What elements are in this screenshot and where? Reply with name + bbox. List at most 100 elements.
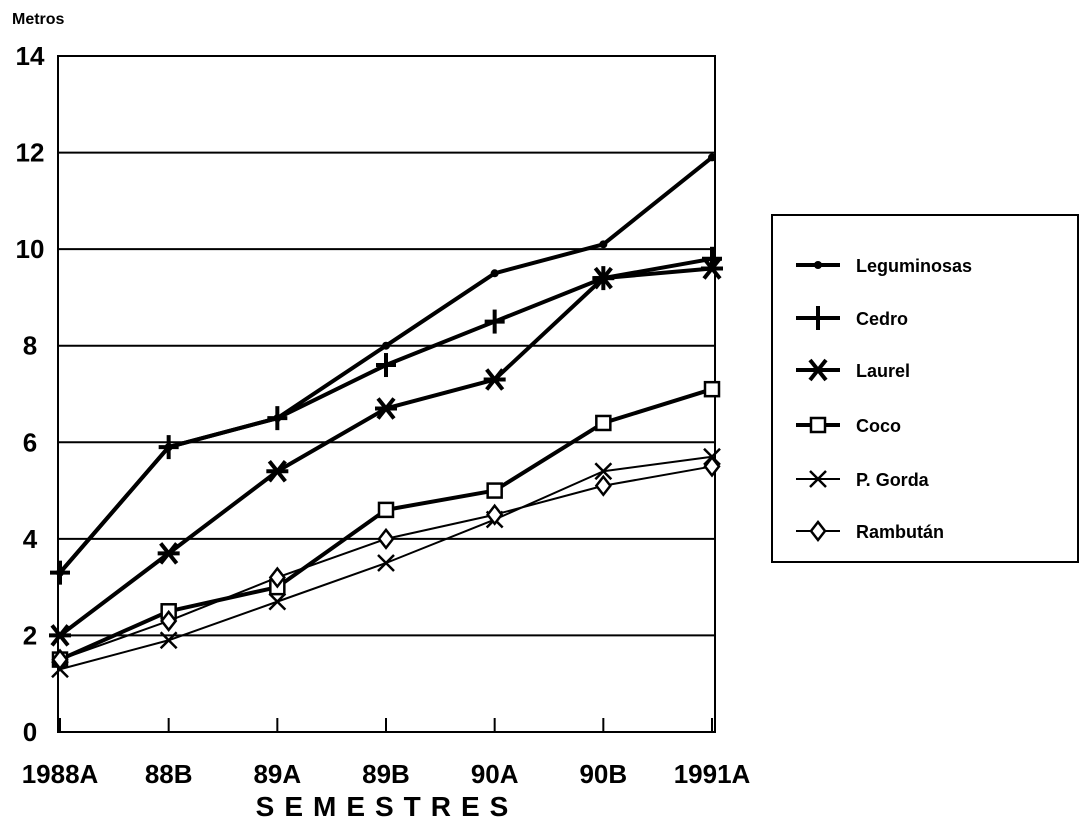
point-marker bbox=[809, 416, 827, 434]
legend-item: Leguminosas bbox=[796, 256, 972, 276]
series-lines bbox=[49, 153, 723, 679]
dot-marker bbox=[599, 240, 608, 249]
dot-marker bbox=[490, 269, 499, 278]
x-tick-label: 1991A bbox=[674, 759, 751, 789]
point-marker bbox=[486, 503, 504, 526]
asterisk-marker-d2 bbox=[376, 397, 396, 420]
x-marker-2 bbox=[268, 592, 287, 611]
point-marker bbox=[594, 462, 613, 481]
diamond-marker bbox=[703, 455, 721, 478]
diamond-marker bbox=[160, 609, 178, 632]
series-laurel bbox=[49, 257, 723, 647]
point-marker bbox=[703, 455, 721, 478]
series-rambut-n bbox=[51, 455, 721, 671]
diamond-marker bbox=[594, 474, 612, 497]
point-marker bbox=[809, 519, 827, 543]
legend-item: Cedro bbox=[796, 306, 908, 330]
legend: Leguminosas Cedro Laurel Coco P. Gorda Rambut… bbox=[771, 214, 1079, 563]
x-tick-label: 89A bbox=[253, 759, 301, 789]
y-tick-label: 12 bbox=[16, 138, 45, 168]
x-marker-2 bbox=[594, 462, 613, 481]
y-tick-label: 2 bbox=[23, 620, 37, 650]
point-marker bbox=[267, 406, 288, 431]
y-tick-label: 0 bbox=[23, 717, 37, 747]
point-marker bbox=[708, 153, 716, 162]
y-tick-label: 10 bbox=[16, 234, 45, 264]
diamond-marker bbox=[377, 527, 395, 550]
point-marker bbox=[51, 648, 69, 671]
y-tick-label: 14 bbox=[16, 41, 45, 71]
series-line bbox=[58, 266, 713, 638]
point-marker bbox=[159, 631, 178, 650]
x-axis-label: SEMESTRES bbox=[256, 791, 519, 822]
legend-item: Laurel bbox=[796, 358, 910, 382]
x-marker-2 bbox=[159, 631, 178, 650]
point-marker bbox=[595, 414, 612, 432]
point-marker bbox=[49, 624, 71, 647]
square-marker bbox=[703, 380, 721, 398]
point-marker bbox=[703, 380, 721, 398]
x-tick-label: 90B bbox=[579, 759, 627, 789]
diamond-marker bbox=[809, 519, 827, 543]
point-marker bbox=[266, 460, 289, 483]
series-coco bbox=[51, 380, 721, 668]
square-marker bbox=[486, 482, 503, 499]
series-line bbox=[59, 387, 713, 662]
y-tick-label: 6 bbox=[23, 427, 37, 457]
point-marker bbox=[268, 592, 287, 611]
legend-item: Coco bbox=[796, 416, 901, 436]
dot-marker bbox=[814, 261, 822, 269]
asterisk-marker-d2 bbox=[702, 257, 722, 280]
point-marker bbox=[483, 368, 506, 391]
point-marker bbox=[701, 257, 723, 280]
point-marker bbox=[157, 542, 180, 565]
x-marker-2 bbox=[809, 470, 827, 488]
point-marker bbox=[375, 397, 397, 420]
x-tick-label: 1988A bbox=[22, 759, 99, 789]
point-marker bbox=[382, 341, 390, 350]
diamond-marker bbox=[51, 648, 69, 671]
point-marker bbox=[809, 470, 827, 488]
square-marker bbox=[595, 414, 612, 432]
y-tick-labels: 0 2 4 6 8 10 12 14 bbox=[16, 41, 45, 747]
diamond-marker bbox=[486, 503, 504, 526]
square-marker bbox=[809, 416, 827, 434]
diamond-marker bbox=[268, 566, 286, 589]
asterisk-marker-d2 bbox=[593, 266, 613, 290]
legend-label: P. Gorda bbox=[856, 470, 930, 490]
point-marker bbox=[814, 261, 822, 269]
legend-box bbox=[771, 214, 1079, 563]
plot-frame bbox=[57, 55, 716, 733]
point-marker bbox=[377, 501, 395, 519]
point-marker bbox=[377, 527, 395, 550]
point-marker bbox=[484, 309, 505, 334]
point-marker bbox=[377, 554, 395, 572]
point-marker bbox=[376, 353, 396, 378]
y-axis-label: Metros bbox=[12, 11, 65, 28]
point-marker bbox=[807, 358, 829, 382]
point-marker bbox=[486, 482, 503, 499]
legend-label: Laurel bbox=[856, 361, 910, 381]
y-tick-label: 4 bbox=[23, 524, 38, 554]
legend-item: P. Gorda bbox=[796, 470, 930, 490]
x-tick-labels: 1988A 88B 89A 89B 90A 90B 1991A bbox=[22, 718, 751, 789]
asterisk-marker-d2 bbox=[485, 368, 505, 391]
asterisk-marker-d2 bbox=[50, 624, 70, 647]
point-marker bbox=[599, 240, 608, 249]
asterisk-marker-d2 bbox=[159, 542, 179, 565]
dot-marker bbox=[708, 153, 716, 162]
legend-label: Rambután bbox=[856, 522, 944, 542]
x-tick-label: 89B bbox=[362, 759, 410, 789]
point-marker bbox=[50, 560, 70, 585]
asterisk-marker-d2 bbox=[808, 358, 828, 382]
asterisk-marker-d2 bbox=[267, 460, 287, 483]
dot-marker bbox=[382, 341, 390, 350]
x-marker-2 bbox=[377, 554, 395, 572]
point-marker bbox=[268, 566, 286, 589]
series-line bbox=[58, 256, 713, 574]
point-marker bbox=[592, 266, 615, 290]
y-tick-label: 8 bbox=[23, 331, 37, 361]
square-marker bbox=[377, 501, 395, 519]
point-marker bbox=[160, 609, 178, 632]
point-marker bbox=[808, 306, 828, 330]
